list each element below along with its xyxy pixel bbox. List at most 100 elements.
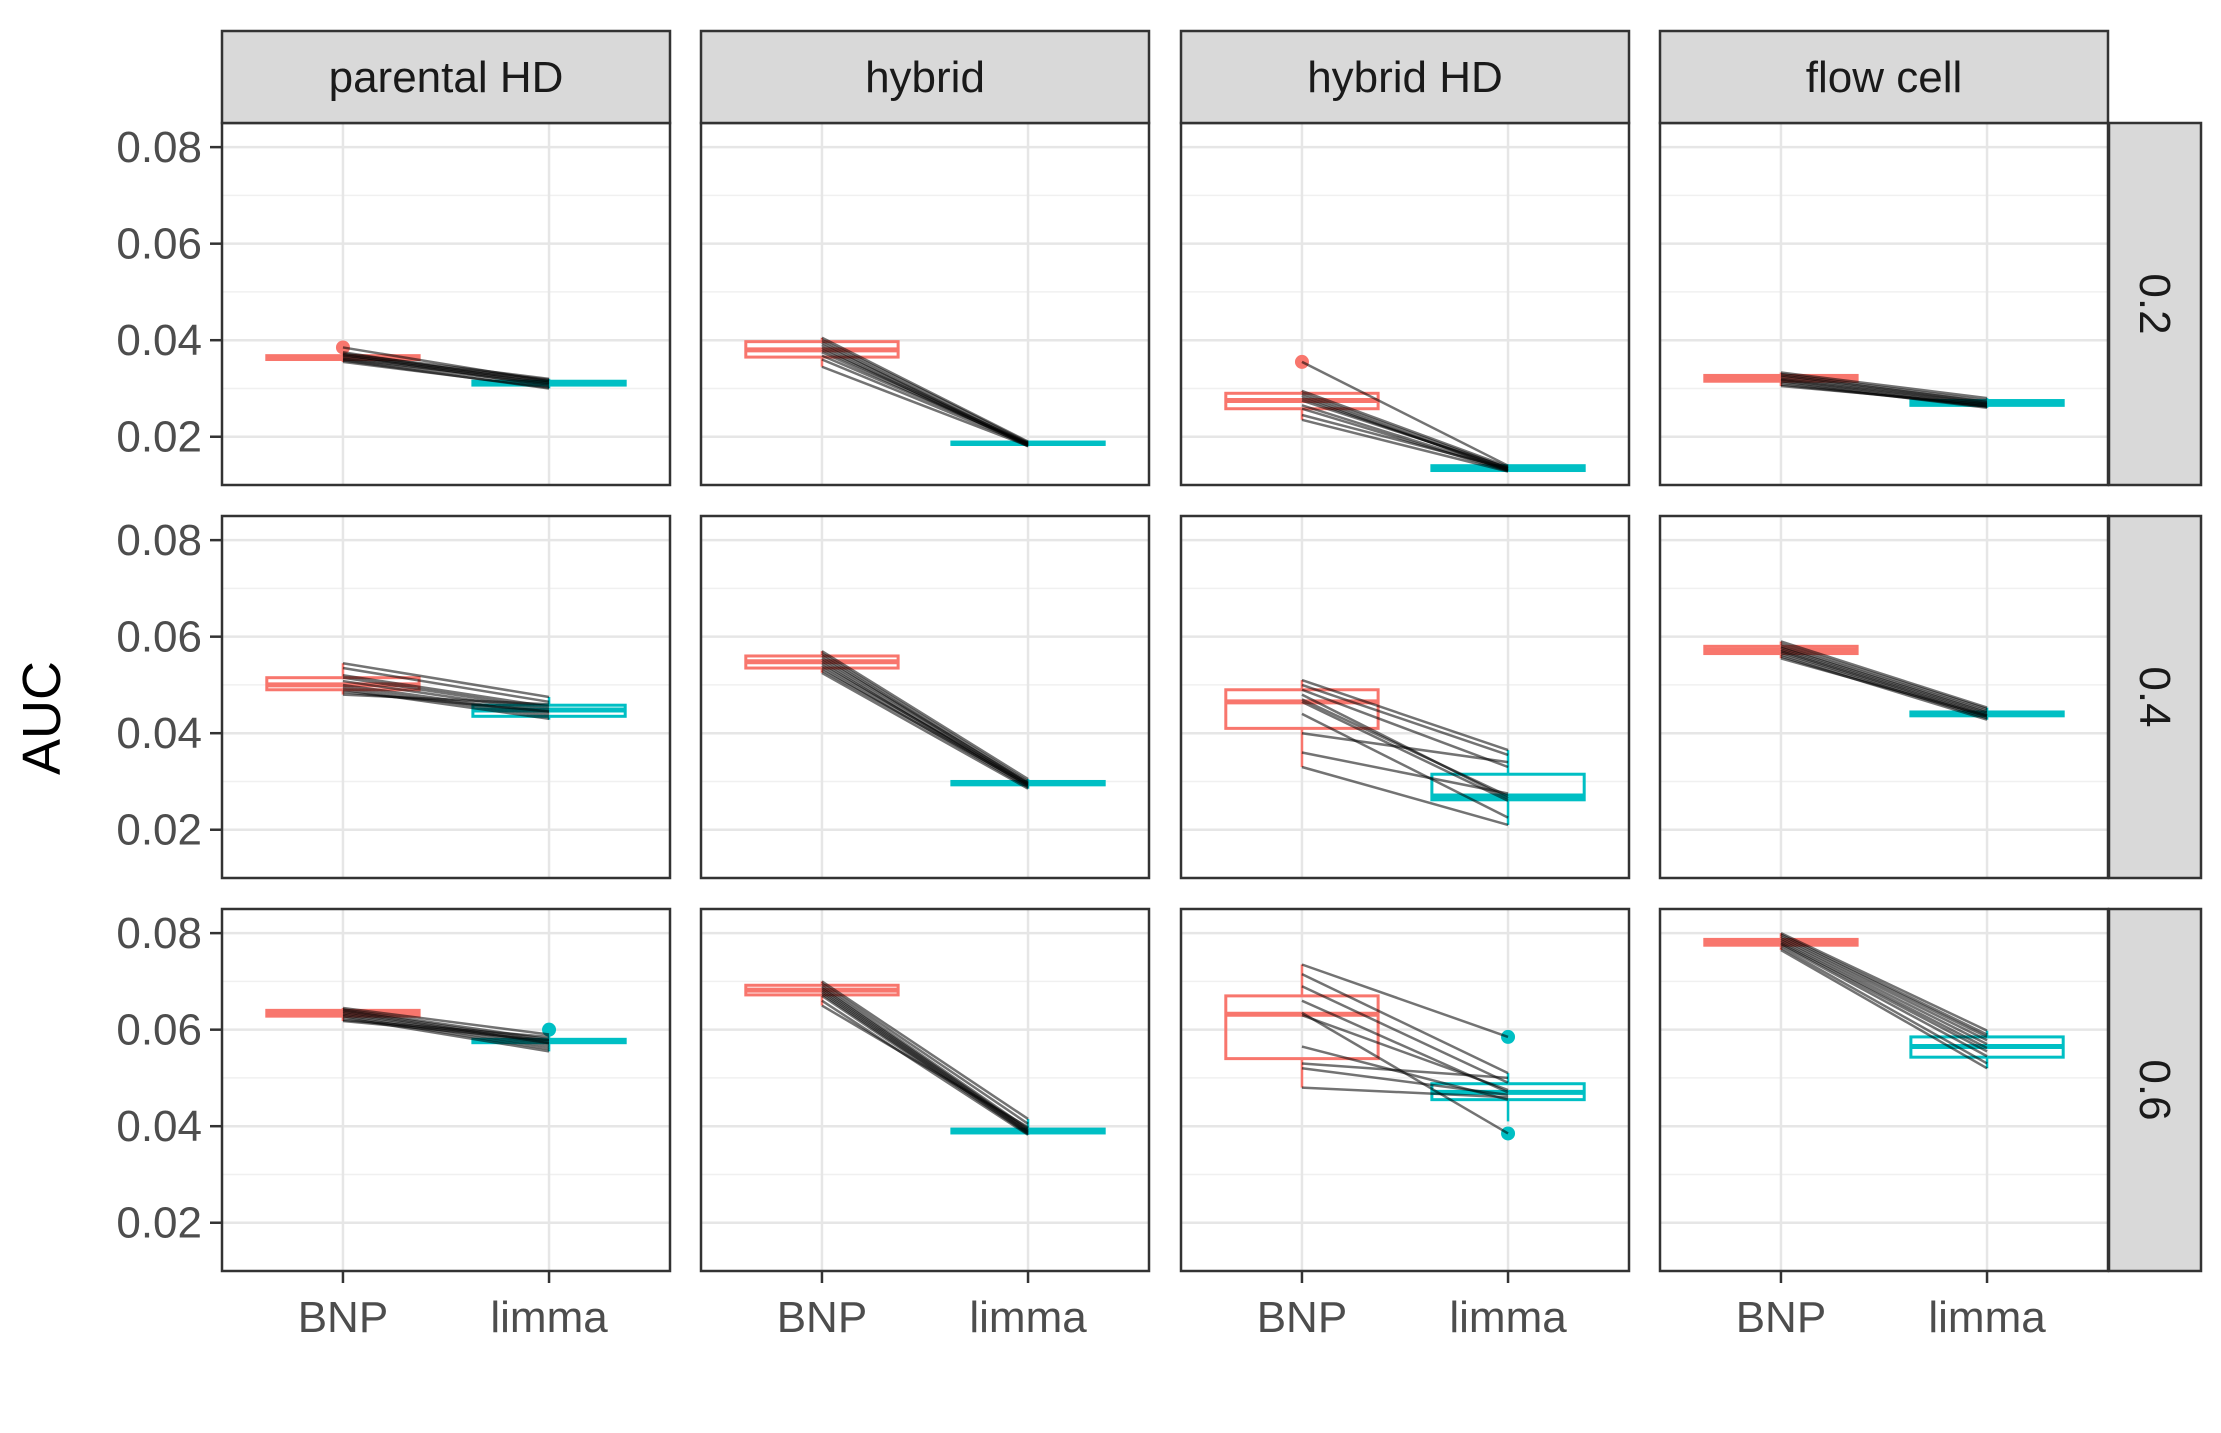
x-tick-label: BNP <box>777 1293 867 1342</box>
paired-line <box>342 661 550 699</box>
paired-line <box>1780 946 1988 1065</box>
panel-data <box>1703 640 2065 721</box>
panel-background <box>222 123 670 485</box>
paired-line <box>821 339 1029 444</box>
paired-line <box>1301 963 1509 1039</box>
column-strip <box>699 29 1151 125</box>
paired-line <box>821 365 1029 448</box>
panel-data <box>1703 932 2065 1070</box>
paired-line <box>1780 646 1988 714</box>
paired-line <box>342 693 550 706</box>
x-tick-label: BNP <box>298 1293 388 1342</box>
column-strip-label: hybrid HD <box>1307 53 1503 102</box>
paired-line <box>1780 932 1988 1032</box>
paired-line <box>1780 933 1988 1036</box>
paired-line <box>342 355 550 383</box>
facet-panel <box>701 123 1149 485</box>
panel-border <box>699 514 1151 880</box>
paired-line <box>1301 751 1509 795</box>
paired-line <box>1301 731 1509 764</box>
panel-border <box>220 514 672 880</box>
x-tick-label: limma <box>490 1293 608 1342</box>
panel-background <box>701 123 1149 485</box>
paired-line <box>821 671 1029 790</box>
paired-line <box>1301 1067 1509 1097</box>
facet-panel <box>1181 516 1629 878</box>
facet-panel <box>222 909 670 1271</box>
column-strip-label: flow cell <box>1806 53 1963 102</box>
panel-data <box>1703 371 2065 410</box>
panel-data <box>265 340 627 390</box>
panel-data <box>744 336 1106 448</box>
panel-data <box>1224 678 1586 827</box>
paired-line <box>1780 944 1988 1058</box>
paired-line <box>821 669 1029 786</box>
y-tick-label: 0.04 <box>116 316 202 365</box>
paired-line <box>1301 683 1509 757</box>
paired-line <box>1301 973 1509 1075</box>
y-tick-label: 0.06 <box>116 220 202 269</box>
x-tick-label: limma <box>969 1293 1087 1342</box>
paired-line <box>342 346 550 383</box>
x-tick-label: limma <box>1928 1293 2046 1342</box>
paired-line <box>1301 1014 1509 1092</box>
facet-panels <box>220 121 2110 1273</box>
panel-background <box>222 909 670 1271</box>
paired-line <box>821 985 1029 1130</box>
paired-line <box>1780 648 1988 716</box>
panel-border <box>1179 514 1631 880</box>
paired-line <box>1780 948 1988 1070</box>
paired-line <box>821 1004 1029 1129</box>
column-strip <box>1179 29 1631 125</box>
paired-line <box>1780 941 1988 1050</box>
y-tick-label: 0.02 <box>116 413 202 462</box>
panel-background <box>1660 123 2108 485</box>
x-tick-label: BNP <box>1736 1293 1826 1342</box>
bnp-box <box>1224 994 1380 1061</box>
panel-background <box>1660 909 2108 1271</box>
paired-line <box>1301 678 1509 752</box>
paired-line <box>1301 1086 1509 1099</box>
facet-panel <box>222 123 670 485</box>
paired-line <box>821 650 1029 781</box>
panel-border <box>699 907 1151 1273</box>
row-strip-label: 0.6 <box>2130 1059 2179 1120</box>
y-tick-label: 0.08 <box>116 516 202 565</box>
paired-line <box>821 980 1029 1120</box>
paired-line <box>1301 765 1509 827</box>
paired-line <box>821 348 1029 445</box>
panel-data <box>1224 963 1586 1141</box>
paired-line <box>1301 360 1509 467</box>
y-tick-label: 0.08 <box>116 909 202 958</box>
facet-panel <box>1660 123 2108 485</box>
paired-line <box>1780 657 1988 718</box>
paired-line <box>342 1018 550 1039</box>
paired-line <box>1780 384 1988 406</box>
paired-line <box>1301 688 1509 769</box>
paired-line <box>1301 389 1509 468</box>
y-tick-label: 0.04 <box>116 1102 202 1151</box>
panel-data <box>744 650 1106 790</box>
paired-line <box>342 1019 550 1042</box>
column-strip <box>220 29 672 125</box>
column-strip-label: parental HD <box>329 53 564 102</box>
paired-line <box>342 679 550 713</box>
panel-background <box>1181 123 1629 485</box>
paired-line <box>342 1006 550 1036</box>
paired-line <box>1780 942 1988 1053</box>
y-tick-label: 0.06 <box>116 613 202 662</box>
panel-data <box>1224 354 1586 473</box>
facet-panel <box>1660 909 2108 1271</box>
paired-line <box>342 666 550 704</box>
paired-line <box>342 359 550 390</box>
paired-line <box>1780 642 1988 711</box>
panel-background <box>701 909 1149 1271</box>
row-strip <box>2107 907 2203 1273</box>
y-tick-label: 0.04 <box>116 709 202 758</box>
panel-background <box>701 516 1149 878</box>
y-tick-label: 0.06 <box>116 1006 202 1055</box>
row-strip <box>2107 514 2203 880</box>
paired-line <box>1780 935 1988 1039</box>
x-tick-label: BNP <box>1257 1293 1347 1342</box>
